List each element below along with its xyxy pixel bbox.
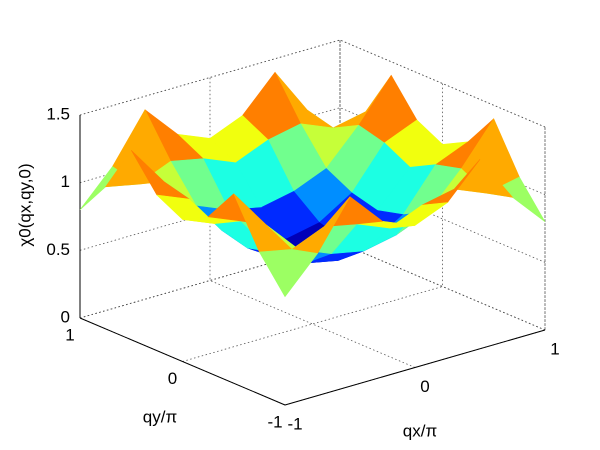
- x-tick-label: 0: [420, 377, 429, 396]
- y-axis-label: qy/π: [143, 407, 177, 426]
- x-axis-label: qx/π: [403, 421, 437, 440]
- z-tick-label: 1: [61, 172, 70, 191]
- x-tick-label: -1: [287, 414, 302, 433]
- z-axis-label: χ0(qx,qy,0): [15, 163, 34, 246]
- box-edge: [79, 317, 286, 406]
- y-tick-label: 1: [65, 325, 74, 344]
- z-tick-label: 0: [61, 307, 70, 326]
- y-tick-label: 0: [168, 369, 177, 388]
- z-tick-label: 1.5: [46, 104, 70, 123]
- surface-patch: [258, 249, 319, 298]
- box-edge: [284, 329, 546, 406]
- y-tick-label: -1: [267, 412, 282, 431]
- z-tick-label: 0.5: [46, 240, 70, 259]
- x-tick-label: 1: [550, 339, 559, 358]
